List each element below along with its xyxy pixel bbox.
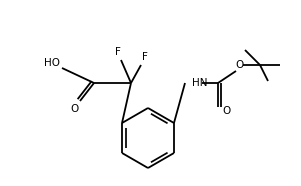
Text: O: O <box>71 104 79 114</box>
Text: HN: HN <box>192 78 207 88</box>
Text: O: O <box>223 106 231 116</box>
Text: F: F <box>115 47 121 57</box>
Text: O: O <box>236 60 244 70</box>
Text: HO: HO <box>44 58 60 68</box>
Text: F: F <box>142 52 148 62</box>
